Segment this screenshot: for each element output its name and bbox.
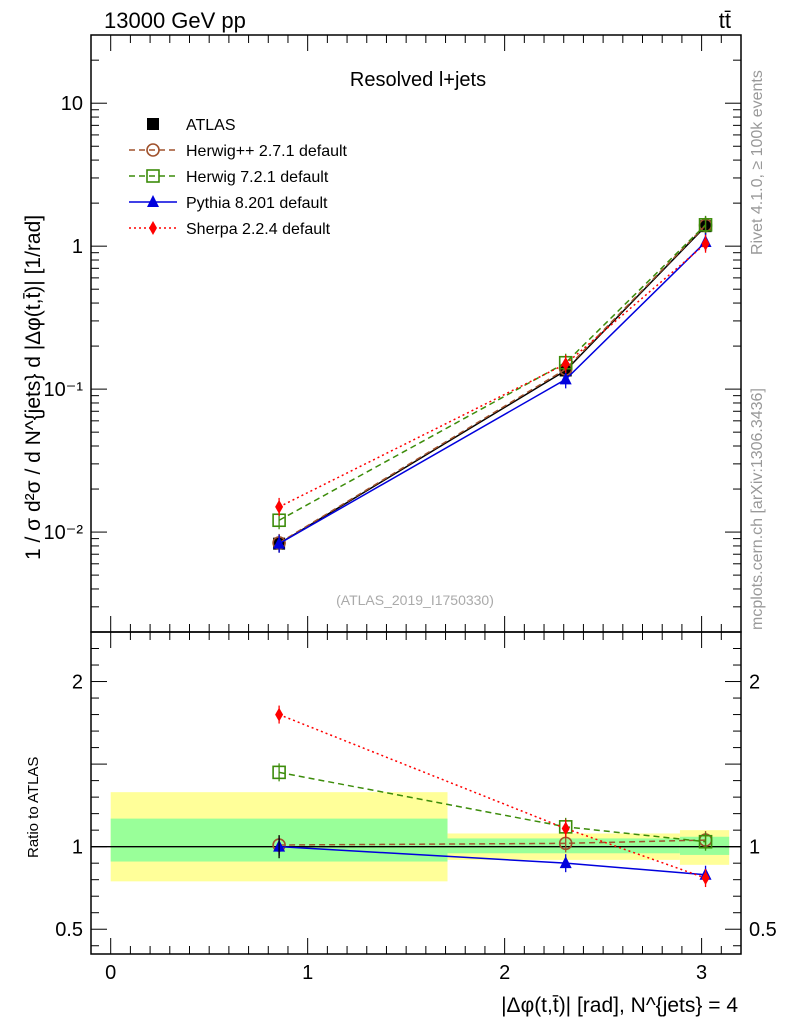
legend-marker-3 xyxy=(147,195,159,207)
main-series xyxy=(272,215,713,553)
ratio-point-3-2 xyxy=(701,871,710,886)
ratio-y-tick-label-right-2: 2 xyxy=(749,672,760,694)
legend-entry-2: Herwig 7.2.1 default xyxy=(129,169,329,186)
ratio-series-3 xyxy=(275,705,710,888)
process-label: tt̄ xyxy=(719,8,731,33)
main-series-1 xyxy=(272,216,713,552)
main-series-4 xyxy=(275,234,710,516)
ratio-y-tick-label-left-0: 0.5 xyxy=(55,919,83,941)
source-text: mcplots.cern.ch [arXiv:1306.3436] xyxy=(749,388,766,630)
ratio-point-1-2 xyxy=(698,834,713,849)
ratio-series xyxy=(272,705,713,888)
ratio-y-axis-label: Ratio to ATLAS xyxy=(25,757,42,858)
legend-label-0: ATLAS xyxy=(186,117,236,134)
x-tick-label-1: 1 xyxy=(302,962,313,984)
main-series-3 xyxy=(273,232,712,553)
ratio-y-tick-label-left-1: 1 xyxy=(72,837,83,859)
ratio-panel-frame xyxy=(90,631,742,955)
ratio-series-line-0 xyxy=(279,839,706,846)
energy-label: 13000 GeV pp xyxy=(104,8,246,33)
legend-label-1: Herwig++ 2.7.1 default xyxy=(186,143,348,160)
axis-ticks xyxy=(91,34,741,954)
legend-entry-3: Pythia 8.201 default xyxy=(129,195,328,212)
ratio-y-tick-label-right-1: 1 xyxy=(749,837,760,859)
main-point-2-2 xyxy=(698,218,713,232)
rivet-version-text: Rivet 4.1.0, ≥ 100k events xyxy=(749,70,766,255)
legend-label-3: Pythia 8.201 default xyxy=(186,195,328,212)
ratio-uncertainty-bands xyxy=(91,792,741,882)
ratio-point-2-1 xyxy=(559,856,572,869)
legend: ATLAS Herwig++ 2.7.1 default Herwig 7.2.1 … xyxy=(129,117,348,238)
main-series-line-4 xyxy=(278,243,707,508)
main-y-tick-label-2: 1 xyxy=(72,236,83,258)
ratio-point-3-1 xyxy=(561,821,570,836)
main-series-line-0 xyxy=(278,225,707,545)
chart-title: Resolved l+jets xyxy=(350,69,486,91)
x-tick-label-3: 3 xyxy=(696,962,707,984)
main-point-4-1 xyxy=(561,356,570,371)
ratio-y-tick-label-left-2: 2 xyxy=(72,672,83,694)
main-y-tick-label-0: 10⁻² xyxy=(44,522,84,544)
main-y-tick-label-3: 10 xyxy=(61,93,83,115)
main-series-line-1 xyxy=(278,224,707,544)
legend-marker-1 xyxy=(146,143,160,157)
tick-labels: 10⁻² 10⁻¹ 1 10 0.5 0.5 1 1 2 2 0 1 2 3 xyxy=(44,93,777,984)
legend-entry-1: Herwig++ 2.7.1 default xyxy=(129,143,348,160)
legend-marker-4 xyxy=(149,221,157,235)
main-series-2 xyxy=(272,215,713,530)
main-point-4-0 xyxy=(275,499,284,514)
x-tick-label-2: 2 xyxy=(499,962,510,984)
legend-entry-0: ATLAS xyxy=(147,117,236,134)
main-series-0 xyxy=(273,217,712,553)
main-point-3-1 xyxy=(559,372,572,385)
main-point-4-2 xyxy=(701,236,710,251)
legend-marker-2 xyxy=(146,169,160,183)
x-tick-label-0: 0 xyxy=(105,962,116,984)
legend-label-2: Herwig 7.2.1 default xyxy=(186,169,329,186)
main-y-tick-label-1: 10⁻¹ xyxy=(44,379,84,401)
ratio-point-1-0 xyxy=(272,765,286,780)
legend-label-4: Sherpa 2.2.4 default xyxy=(186,221,331,238)
main-point-3-0 xyxy=(273,536,286,549)
legend-marker-0 xyxy=(147,118,159,130)
main-y-axis-label: 1 / σ d²σ / d N^{jets} d |Δφ(t,t̄)| [1/r… xyxy=(22,215,45,560)
ratio-y-tick-label-right-0: 0.5 xyxy=(749,919,777,941)
legend-entry-4: Sherpa 2.2.4 default xyxy=(129,221,331,238)
ratio-point-3-0 xyxy=(275,707,284,722)
x-axis-label: |Δφ(t,t̄)| [rad], N^{jets} = 4 xyxy=(501,994,738,1017)
analysis-watermark: (ATLAS_2019_I1750330) xyxy=(336,592,494,608)
main-series-line-2 xyxy=(278,224,707,521)
band-green-1 xyxy=(447,838,680,854)
